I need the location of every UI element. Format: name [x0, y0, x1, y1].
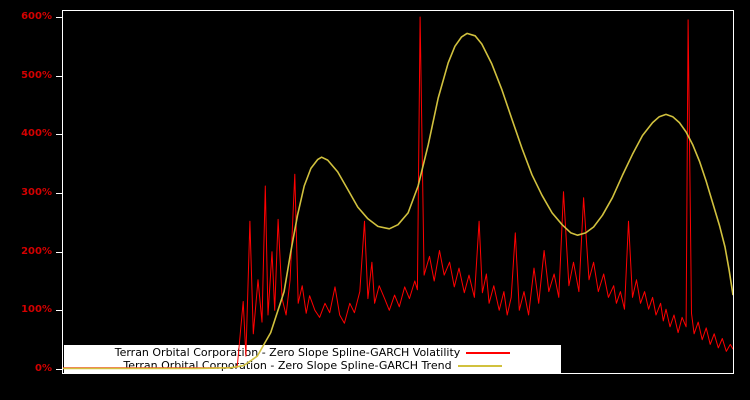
y-tick-mark [56, 134, 62, 136]
y-axis: 0% 100% 200% 300% 400% 500% 600% [0, 0, 62, 400]
y-tick-label: 400% [21, 128, 52, 140]
y-tick-label: 200% [21, 245, 52, 257]
legend-line-trend-icon [457, 364, 502, 367]
y-tick-mark [56, 251, 62, 253]
chart-canvas [63, 16, 733, 370]
y-tick-mark [56, 193, 62, 194]
y-tick-label: 100% [21, 304, 52, 316]
y-tick-mark [56, 75, 62, 77]
y-tick-label: 300% [21, 187, 52, 198]
y-tick-label: 500% [21, 69, 52, 81]
plot-area: Terran Orbital Corporation - Zero Slope … [62, 10, 734, 374]
y-tick-mark [56, 17, 62, 18]
legend-label-volatility: Terran Orbital Corporation - Zero Slope … [114, 346, 461, 359]
y-tick-mark [56, 310, 62, 312]
y-tick-label: 0% [35, 363, 52, 374]
y-tick-mark [56, 369, 62, 370]
legend-line-volatility-icon [466, 351, 511, 354]
legend-item-volatility: Terran Orbital Corporation - Zero Slope … [64, 346, 561, 359]
series-volatility-line [63, 16, 733, 369]
y-tick-label: 600% [21, 11, 52, 22]
series-trend-line [63, 32, 733, 370]
